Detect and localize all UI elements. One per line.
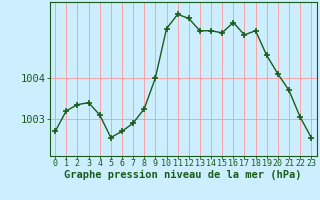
- X-axis label: Graphe pression niveau de la mer (hPa): Graphe pression niveau de la mer (hPa): [64, 170, 302, 180]
